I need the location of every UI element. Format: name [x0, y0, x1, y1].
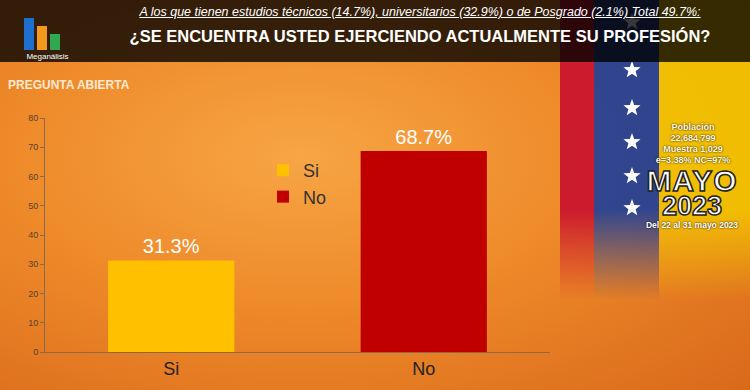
- svg-text:30: 30: [28, 259, 38, 269]
- svg-text:60: 60: [28, 172, 38, 182]
- html-text:2023: 2023: [662, 191, 722, 221]
- svg-text:0: 0: [33, 347, 38, 357]
- svg-text:No: No: [412, 359, 435, 379]
- html-text:Población: Población: [671, 122, 715, 132]
- html-text:PREGUNTA ABIERTA: PREGUNTA ABIERTA: [8, 78, 130, 92]
- svg-text:80: 80: [28, 113, 38, 123]
- html-text:e=3.38% NC=97%: e=3.38% NC=97%: [655, 155, 731, 165]
- svg-text:68.7%: 68.7%: [395, 126, 452, 148]
- svg-text:No: No: [303, 188, 326, 208]
- html-text:Del 22 al 31 mayo 2023: Del 22 al 31 mayo 2023: [645, 220, 739, 230]
- svg-text:70: 70: [28, 142, 38, 152]
- html-text:¿SE ENCUENTRA USTED EJERCIENDO: ¿SE ENCUENTRA USTED EJERCIENDO ACTUALMEN…: [129, 27, 711, 45]
- svg-text:40: 40: [28, 230, 38, 240]
- svg-text:10: 10: [28, 318, 38, 328]
- html-text:Muestra 1,029: Muestra 1,029: [663, 144, 723, 154]
- svg-text:20: 20: [28, 289, 38, 299]
- html-text:MAYO: MAYO: [646, 164, 738, 197]
- svg-text:Si: Si: [163, 359, 179, 379]
- html-text:22,684,799: 22,684,799: [670, 133, 716, 143]
- svg-text:50: 50: [28, 201, 38, 211]
- html-text:Meganálisis: Meganálisis: [26, 52, 69, 61]
- svg-text:Si: Si: [303, 161, 319, 181]
- html-text:A los que tienen estudios técn: A los que tienen estudios técnicos (14.7…: [139, 5, 701, 19]
- svg-text:31.3%: 31.3%: [143, 235, 200, 257]
